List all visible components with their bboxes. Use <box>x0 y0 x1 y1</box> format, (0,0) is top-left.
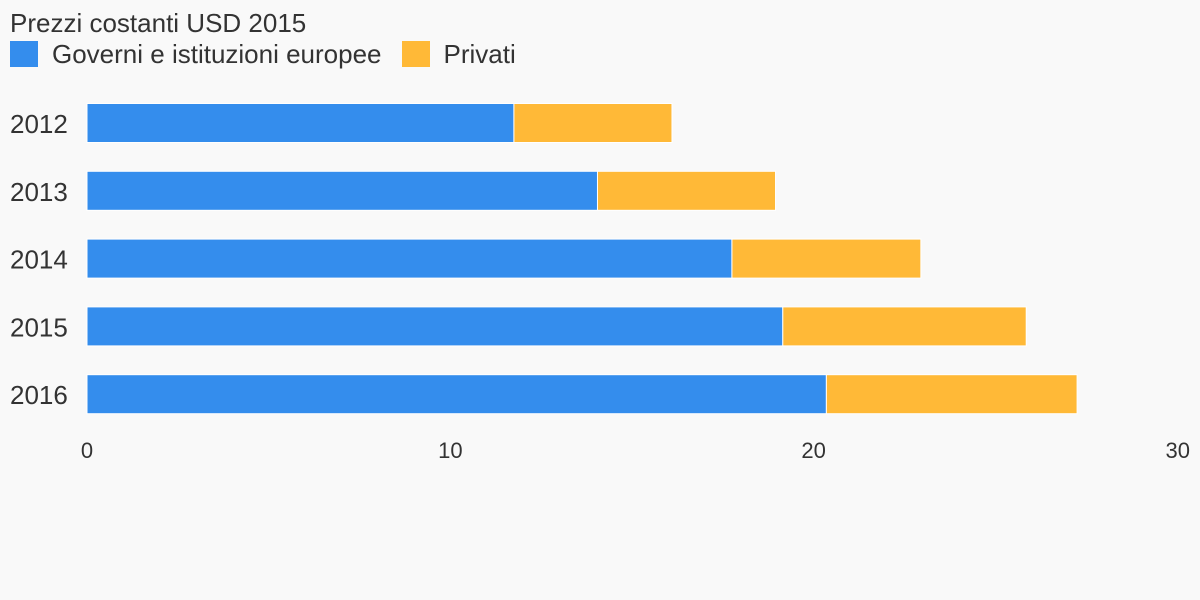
category-labels: 2012 2013 2014 2015 2016 <box>10 109 68 410</box>
x-tick-label-20: 20 <box>801 438 825 463</box>
bar-governi-2016[interactable] <box>86 374 827 415</box>
bars-group <box>86 103 1078 415</box>
bar-governi-2013[interactable] <box>86 170 598 211</box>
chart-subtitle: Prezzi costanti USD 2015 <box>10 8 307 38</box>
x-axis-ticks: 0 10 20 30 <box>81 438 1190 463</box>
legend-item-privati[interactable]: Privati <box>401 38 516 70</box>
bar-governi-2014[interactable] <box>86 238 733 279</box>
bar-privati-2013[interactable] <box>596 170 777 211</box>
legend-label-privati: Privati <box>443 39 516 69</box>
bar-governi-2015[interactable] <box>86 306 784 347</box>
category-label-2016: 2016 <box>10 380 68 410</box>
bar-privati-2016[interactable] <box>825 374 1078 415</box>
bar-privati-2015[interactable] <box>782 306 1027 347</box>
category-label-2014: 2014 <box>10 245 68 275</box>
bar-privati-2012[interactable] <box>513 103 673 143</box>
category-label-2012: 2012 <box>10 109 68 139</box>
legend-swatch-governi <box>10 41 38 67</box>
bar-governi-2012[interactable] <box>86 103 515 143</box>
legend: Governi e istituzioni europee Privati <box>10 38 536 70</box>
x-tick-label-30: 30 <box>1166 438 1190 463</box>
legend-label-governi: Governi e istituzioni europee <box>52 39 382 69</box>
x-tick-label-0: 0 <box>81 438 93 463</box>
x-tick-label-10: 10 <box>438 438 462 463</box>
legend-item-governi[interactable]: Governi e istituzioni europee <box>10 38 382 70</box>
category-label-2015: 2015 <box>10 312 68 342</box>
category-label-2013: 2013 <box>10 177 68 207</box>
legend-swatch-privati <box>401 41 430 67</box>
bar-privati-2014[interactable] <box>731 238 922 279</box>
